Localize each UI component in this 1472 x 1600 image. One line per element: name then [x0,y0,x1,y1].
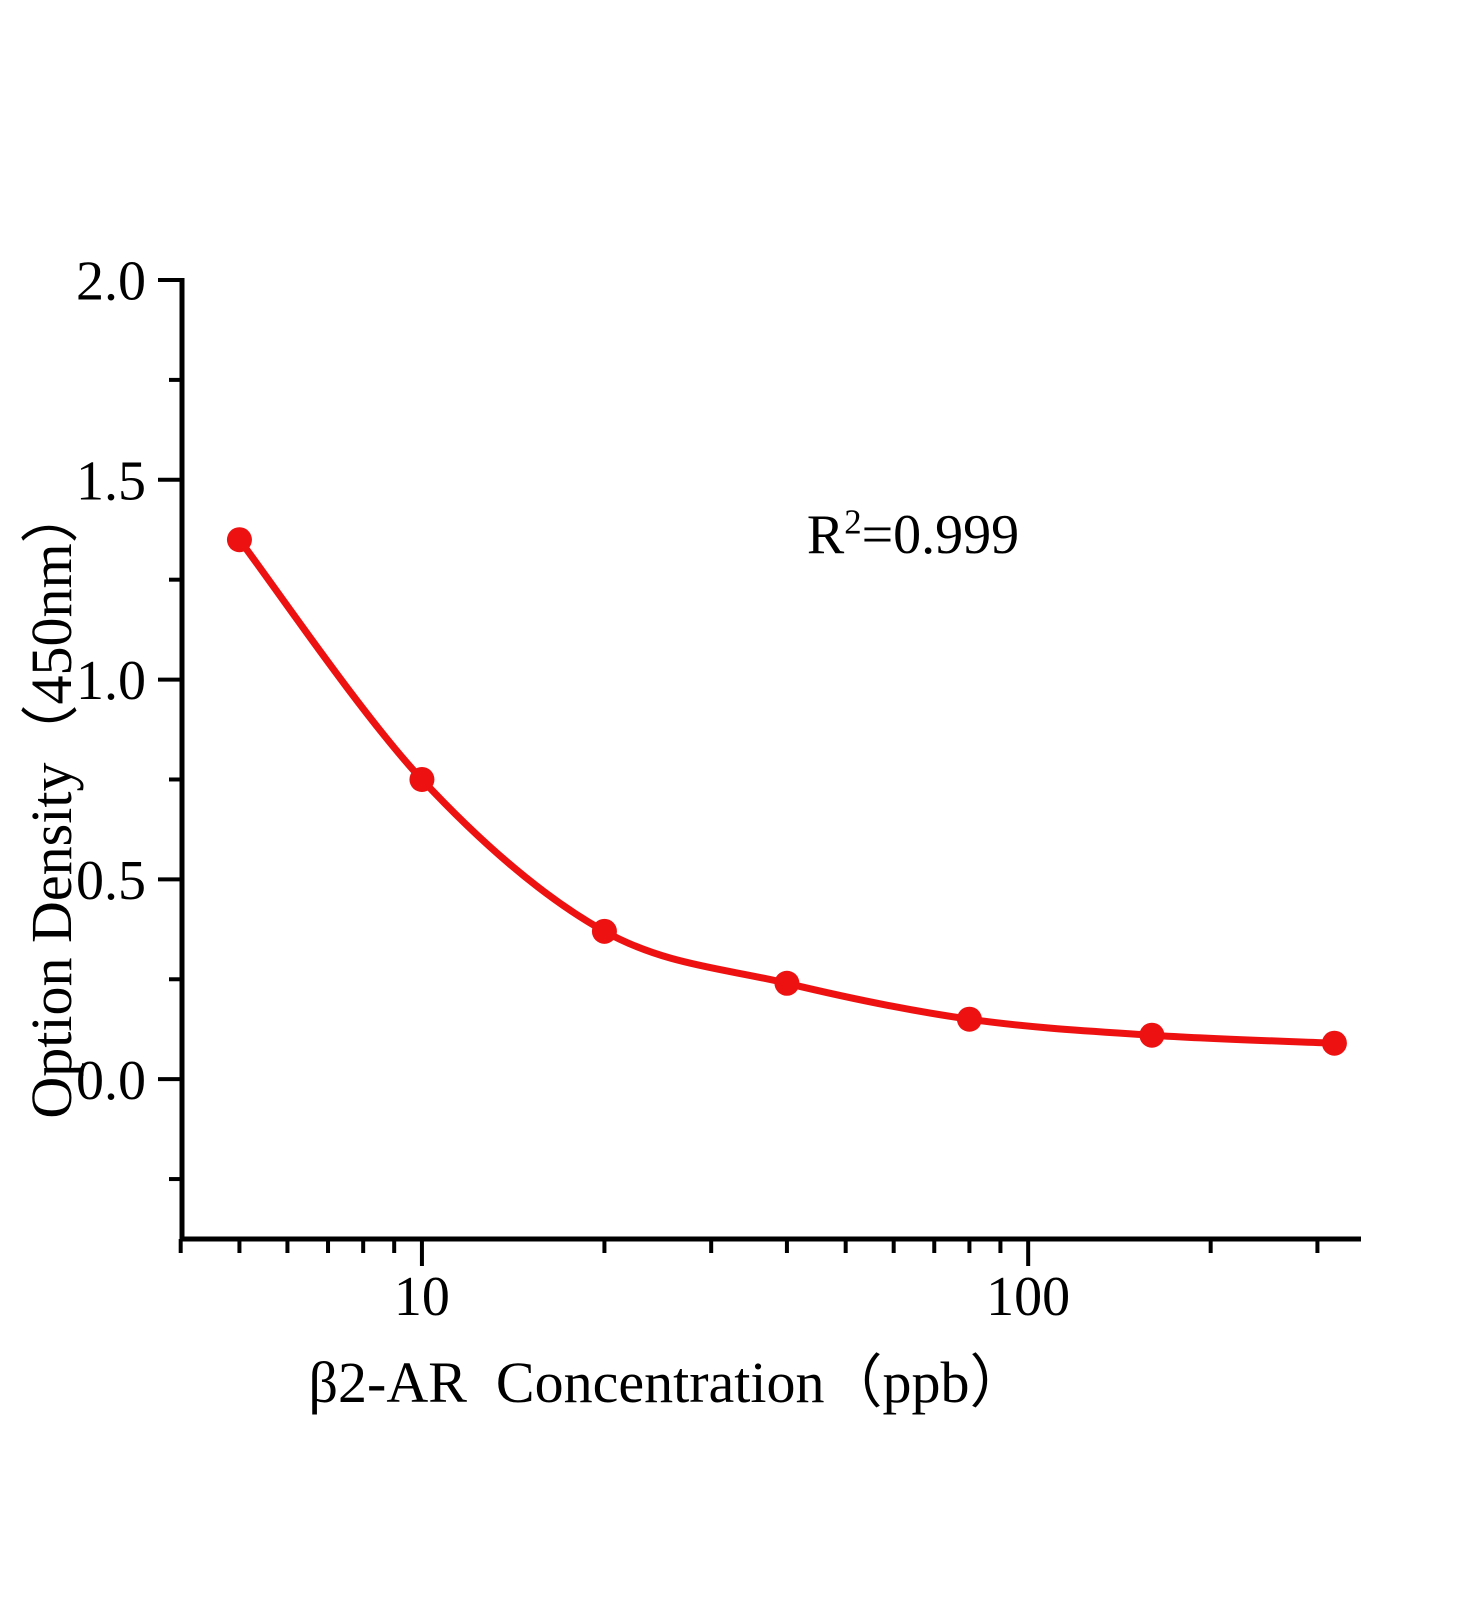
fit-curve [235,536,1338,1047]
y-tick-label: 1.5 [76,450,146,512]
data-point [774,970,800,996]
data-point [591,918,617,944]
data-point [1321,1030,1347,1056]
x-axis-title: β2-AR Concentration（ppb） [308,1350,1028,1415]
y-tick-label: 0.5 [76,850,146,912]
x-tick-label: 100 [986,1266,1070,1328]
y-axis-title: Option Density（450nm） [19,485,84,1119]
r-squared-exponent: 2 [844,502,862,542]
r-squared-value: =0.999 [861,504,1020,566]
x-tick-label: 10 [394,1266,450,1328]
data-point [1139,1022,1165,1048]
y-tick-label: 1.0 [76,650,146,712]
data-point [956,1006,982,1032]
r-squared-annotation: R2=0.999 [807,503,1019,567]
r-squared-base: R [806,504,845,566]
data-point [409,766,435,792]
data-point [226,527,252,553]
y-tick-label: 2.0 [76,251,146,313]
y-tick-label: 0.0 [76,1050,146,1112]
